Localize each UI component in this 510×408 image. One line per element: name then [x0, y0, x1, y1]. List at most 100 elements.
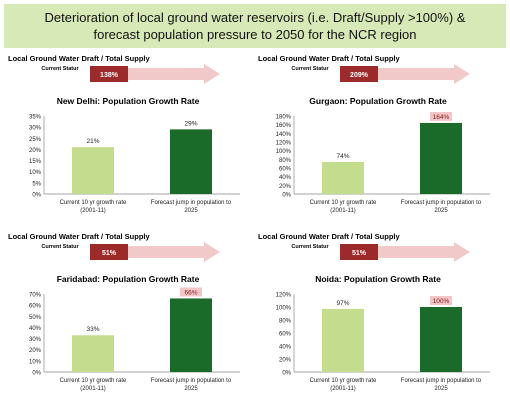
value-label-box	[430, 111, 452, 121]
y-tick-label: 35%	[29, 115, 42, 121]
y-tick-label: 0%	[282, 193, 291, 199]
status-value-box	[340, 244, 378, 260]
y-tick-label: 5%	[32, 181, 41, 187]
draft-title: Local Ground Water Draft / Total Supply	[258, 54, 400, 63]
y-tick-label: 30%	[29, 126, 42, 132]
category-label: 2025	[184, 208, 198, 214]
status-value: 209%	[350, 72, 369, 79]
value-label: 97%	[336, 300, 349, 307]
y-tick-label: 140%	[276, 132, 292, 138]
y-tick-label: 160%	[276, 123, 292, 129]
bar-chart-noida: 0% 20% 40% 60% 80% 100% 120% 97% Current 10 yr g…	[276, 293, 490, 392]
bar-chart-gurgaon: 0% 20% 40% 60% 80% 100% 120% 140% 160% 180% 74% Cur…	[276, 111, 490, 214]
bar-chart-new-delhi: 0% 5% 10% 15% 20% 25% 30% 35% 21% Current 10 yr g…	[29, 115, 240, 214]
status-arrow: 138%	[90, 64, 220, 84]
y-tick-label: 30%	[29, 337, 42, 343]
panel-noida: Local Ground Water Draft / Total Supply …	[258, 232, 498, 402]
bar-2	[170, 129, 212, 194]
category-label: (2001-11)	[330, 208, 356, 214]
category-label: 2025	[434, 386, 448, 392]
category-label: Forecast jump in population to	[401, 200, 482, 206]
y-tick-label: 0%	[282, 371, 291, 377]
category-label: 2025	[434, 208, 448, 214]
bar-1	[322, 308, 364, 372]
y-tick-label: 0%	[32, 193, 41, 199]
bar-2	[420, 307, 462, 372]
value-label-box	[180, 287, 202, 297]
bar-1	[72, 147, 114, 194]
y-tick-label: 0%	[32, 371, 41, 377]
bar-2	[420, 122, 462, 194]
chart-title: Noida: Population Growth Rate	[315, 274, 441, 284]
y-tick-label: 50%	[29, 315, 42, 321]
value-label: 66%	[184, 289, 197, 296]
y-tick-label: 60%	[279, 332, 292, 338]
panel-new-delhi: Local Ground Water Draft / Total Supply …	[8, 54, 248, 224]
bar-1	[72, 335, 114, 372]
bar-chart-faridabad: 0% 10% 20% 30% 40% 50% 60% 70% 33% Current 10 yr …	[29, 287, 240, 392]
y-tick-label: 60%	[279, 167, 292, 173]
category-label: (2001-11)	[80, 208, 106, 214]
y-tick-label: 70%	[29, 293, 42, 299]
y-tick-label: 20%	[29, 348, 42, 354]
y-tick-label: 80%	[279, 158, 292, 164]
y-tick-label: 180%	[276, 115, 292, 121]
panel-faridabad: Local Ground Water Draft / Total Supply …	[8, 232, 248, 402]
chart-title: New Delhi: Population Growth Rate	[56, 96, 200, 106]
status-label: Current Statur	[41, 244, 79, 250]
category-label: Current 10 yr growth rate	[310, 378, 377, 384]
y-tick-label: 25%	[29, 137, 42, 143]
y-tick-label: 40%	[279, 345, 292, 351]
y-tick-label: 20%	[279, 184, 292, 190]
y-tick-label: 20%	[29, 148, 42, 154]
y-tick-label: 100%	[276, 306, 292, 312]
status-value-box	[90, 66, 128, 82]
status-arrow: 209%	[340, 64, 470, 84]
category-label: (2001-11)	[80, 386, 106, 392]
status-arrow: 51%	[340, 242, 470, 262]
status-label: Current Statur	[291, 66, 329, 72]
category-label: Forecast jump in population to	[151, 200, 232, 206]
draft-title: Local Ground Water Draft / Total Supply	[8, 54, 150, 63]
y-tick-label: 10%	[29, 170, 42, 176]
category-label: 2025	[184, 386, 198, 392]
value-label: 21%	[86, 138, 99, 145]
y-tick-label: 80%	[279, 319, 292, 325]
y-tick-label: 40%	[279, 175, 292, 181]
category-label: Current 10 yr growth rate	[60, 378, 127, 384]
value-label: 74%	[336, 153, 349, 160]
y-tick-label: 100%	[276, 149, 292, 155]
chart-title: Gurgaon: Population Growth Rate	[309, 96, 447, 106]
status-label: Current Statur	[291, 244, 329, 250]
category-label: Forecast jump in population to	[151, 378, 232, 384]
status-value: 51%	[102, 250, 117, 257]
y-tick-label: 20%	[279, 358, 292, 364]
y-tick-label: 60%	[29, 304, 42, 310]
category-label: Current 10 yr growth rate	[60, 200, 127, 206]
draft-title: Local Ground Water Draft / Total Supply	[8, 232, 150, 241]
status-label: Current Statur	[41, 66, 79, 72]
status-value: 138%	[100, 72, 119, 79]
category-label: (2001-11)	[330, 386, 356, 392]
category-label: Forecast jump in population to	[401, 378, 482, 384]
y-tick-label: 40%	[29, 326, 42, 332]
y-tick-label: 15%	[29, 159, 42, 165]
value-label: 33%	[86, 326, 99, 333]
status-value-box	[340, 66, 378, 82]
y-tick-label: 10%	[29, 359, 42, 365]
value-label: 164%	[433, 114, 450, 121]
chart-title: Faridabad: Population Growth Rate	[56, 274, 200, 284]
panel-gurgaon: Local Ground Water Draft / Total Supply …	[258, 54, 498, 224]
status-arrow: 51%	[90, 242, 220, 262]
draft-title: Local Ground Water Draft / Total Supply	[258, 232, 400, 241]
value-label: 100%	[433, 298, 450, 305]
y-tick-label: 120%	[276, 141, 292, 147]
status-value: 51%	[352, 250, 367, 257]
header-line-1: Deterioration of local ground water rese…	[44, 10, 466, 25]
value-label: 29%	[184, 120, 197, 127]
bar-1	[322, 161, 364, 194]
category-label: Current 10 yr growth rate	[310, 200, 377, 206]
header-banner: Deterioration of local ground water rese…	[4, 4, 506, 48]
header-line-2: forecast population pressure to 2050 for…	[93, 27, 417, 42]
status-value-box	[90, 244, 128, 260]
